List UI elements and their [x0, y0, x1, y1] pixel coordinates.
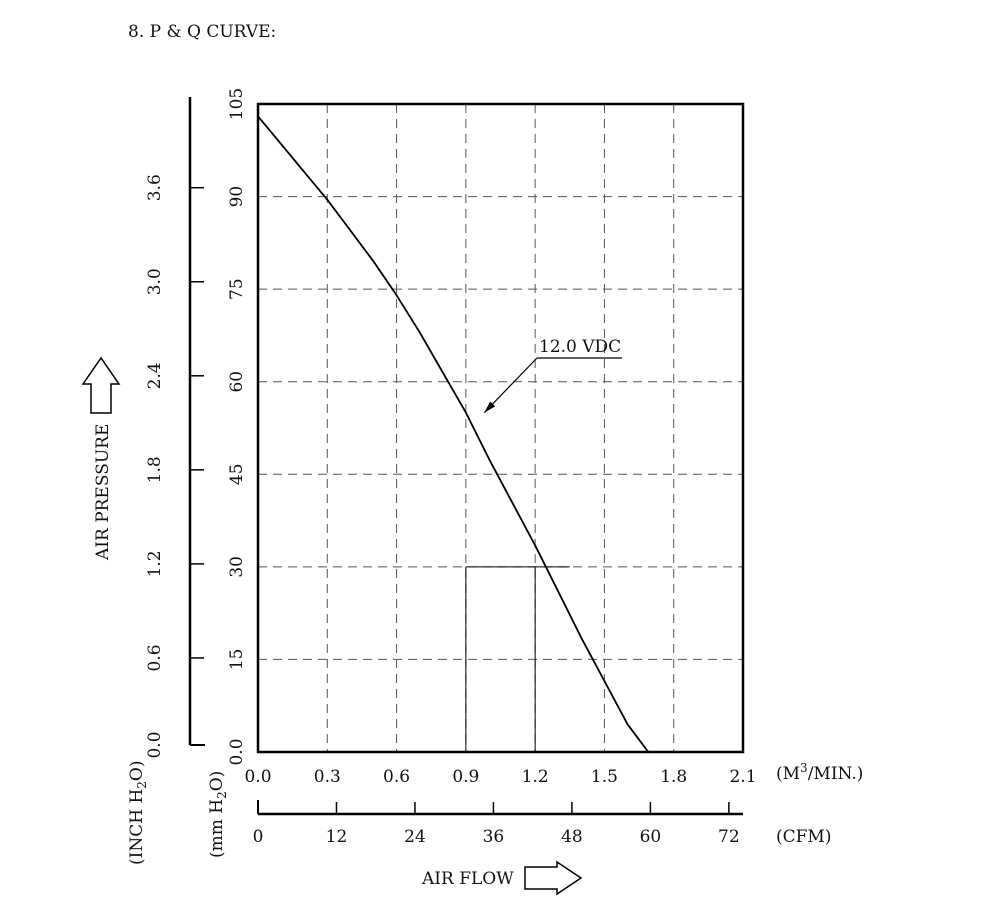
y-primary-tick-label: 30 [227, 556, 247, 578]
series-line [257, 115, 650, 753]
y-secondary-tick-label: 0.0 [145, 731, 165, 758]
series-layer [257, 115, 650, 753]
x-axis-cfm: 0 12 24 36 48 60 72 [253, 800, 743, 847]
y-secondary-tick-label: 0.6 [145, 644, 165, 671]
y-primary-unit: (mm H2O) [207, 771, 229, 858]
reference-lines [465, 566, 570, 752]
annotation-arrowhead [484, 401, 496, 413]
y-primary-tick-label: 45 [227, 463, 247, 485]
arrow-up-icon [81, 356, 121, 414]
x-secondary-tick-label: 36 [483, 827, 505, 847]
x-secondary-unit: (CFM) [776, 827, 831, 847]
x-secondary-tick-label: 60 [640, 827, 662, 847]
y-secondary-tick-label: 3.0 [145, 268, 165, 295]
y-secondary-tick-label: 2.4 [145, 362, 165, 389]
x-secondary-tick-label: 0 [253, 827, 264, 847]
annotation-leader [483, 357, 538, 413]
x-secondary-tick-label: 12 [326, 827, 348, 847]
x-secondary-tick-label: 72 [718, 827, 740, 847]
y-primary-tick-label: 90 [227, 186, 247, 208]
y-primary-tick-label: 60 [227, 371, 247, 393]
y-axis-title-group: AIR PRESSURE [81, 356, 121, 561]
y-primary-tick-label: 105 [227, 88, 247, 120]
x-axis-m3-min: 0.0 0.3 0.6 0.9 1.2 1.5 1.8 2.1 [244, 767, 756, 787]
y-primary-tick-label: 0.0 [227, 738, 247, 765]
y-secondary-unit: (INCH H2O) [127, 760, 149, 865]
y-axis-mmh2o: 0.0 15 30 45 60 75 90 105 [227, 88, 247, 766]
x-primary-tick-label: 0.0 [244, 767, 271, 787]
chart-title: 8. P & Q CURVE: [128, 22, 276, 42]
series-label-12vdc: 12.0 VDC [539, 337, 621, 357]
x-primary-tick-label: 1.5 [591, 767, 618, 787]
y-primary-tick-label: 15 [227, 649, 247, 671]
arrow-right-icon [524, 860, 583, 896]
x-primary-tick-label: 0.6 [383, 767, 410, 787]
x-primary-tick-label: 0.9 [452, 767, 479, 787]
x-axis-title: AIR FLOW [421, 869, 514, 889]
y-axis-inch-h2o: 0.0 0.6 1.2 1.8 2.4 3.0 3.6 [145, 97, 205, 759]
y-secondary-tick-label: 1.8 [145, 456, 165, 483]
x-primary-tick-label: 1.2 [522, 767, 549, 787]
x-primary-unit: (M3/MIN.) [776, 761, 863, 784]
y-secondary-tick-label: 3.6 [145, 174, 165, 201]
x-secondary-tick-label: 48 [561, 827, 583, 847]
y-axis-title: AIR PRESSURE [93, 424, 113, 561]
x-secondary-tick-label: 24 [404, 827, 426, 847]
y-primary-tick-label: 75 [227, 278, 247, 300]
annotation: 12.0 VDC [483, 337, 622, 413]
x-primary-tick-label: 2.1 [729, 767, 756, 787]
x-primary-tick-label: 0.3 [314, 767, 341, 787]
plot-frame [256, 102, 745, 754]
x-axis-title-group: AIR FLOW [421, 860, 583, 896]
x-primary-tick-label: 1.8 [660, 767, 687, 787]
grid [258, 104, 743, 752]
y-secondary-tick-label: 1.2 [145, 550, 165, 577]
